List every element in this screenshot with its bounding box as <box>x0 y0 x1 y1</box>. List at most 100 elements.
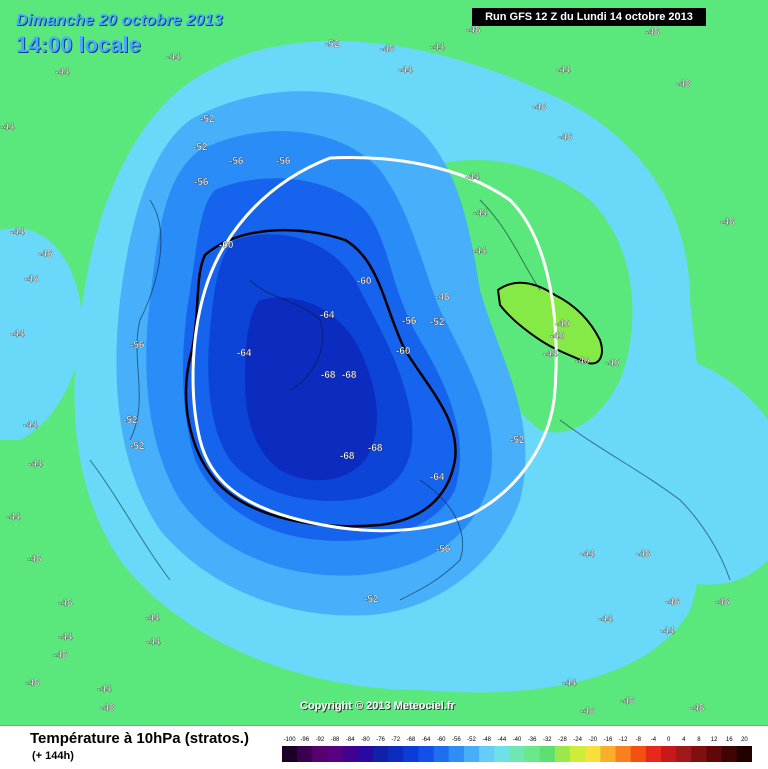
isotherm-label: -64 <box>430 472 445 483</box>
scale-label: -60 <box>437 737 446 743</box>
isotherm-label: -48 <box>580 706 595 717</box>
isotherm-label: -40 <box>605 358 620 369</box>
band-48-east <box>609 354 768 585</box>
scale-swatch <box>539 746 556 762</box>
isotherm-label: -56 <box>276 156 291 167</box>
isotherm-label: -48 <box>27 554 42 565</box>
isotherm-label: -44 <box>10 227 25 238</box>
isotherm-label: -56 <box>229 156 244 167</box>
scale-swatch <box>357 746 374 762</box>
map-title: Température à 10hPa (stratos.) <box>30 730 249 747</box>
isotherm-label: -48 <box>636 549 651 560</box>
isotherm-label: -48 <box>532 102 547 113</box>
forecast-time: 14:00 locale <box>16 32 141 57</box>
isotherm-label: -48 <box>435 292 450 303</box>
scale-label: -88 <box>331 737 340 743</box>
isotherm-label: -48 <box>558 132 573 143</box>
scale-swatch <box>372 746 389 762</box>
scale-swatch <box>676 746 692 762</box>
scale-swatch <box>736 746 752 762</box>
isotherm-label: -40 <box>550 331 565 342</box>
isotherm-label: -44 <box>10 329 25 340</box>
isotherm-label: -60 <box>219 240 234 251</box>
scale-label: -100 <box>284 737 297 743</box>
contour-60 <box>184 228 457 528</box>
color-scale-bar <box>282 746 752 762</box>
scale-swatch <box>524 746 541 762</box>
isotherm-label: -52 <box>325 39 340 50</box>
scale-label: -36 <box>528 737 537 743</box>
scale-label: 12 <box>711 737 718 743</box>
isotherm-label: -44 <box>473 208 488 219</box>
isotherm-label: -56 <box>436 544 451 555</box>
forecast-offset: (+ 144h) <box>32 750 74 762</box>
isotherm-label: -44 <box>430 42 445 53</box>
band-68 <box>245 297 378 481</box>
scale-label: -32 <box>543 737 552 743</box>
scale-swatch <box>630 746 647 762</box>
scale-swatch <box>661 746 677 762</box>
scale-swatch <box>312 746 328 762</box>
forecast-date: Dimanche 20 octobre 2013 <box>16 12 223 29</box>
scale-label: -80 <box>361 737 370 743</box>
isotherm-label: -60 <box>357 276 372 287</box>
scale-swatch <box>585 746 601 762</box>
isotherm-label: -52 <box>200 114 215 125</box>
isotherm-label: -52 <box>123 415 138 426</box>
isotherm-label: -48 <box>380 44 395 55</box>
isotherm-label: -44 <box>28 459 43 470</box>
isotherm-label: -44 <box>55 67 70 78</box>
scale-swatch <box>494 746 510 762</box>
scale-label: -4 <box>651 737 657 743</box>
isotherm-label: -44 <box>580 549 595 560</box>
isotherm-label: -52 <box>130 441 145 452</box>
isotherm-label: -44 <box>660 626 675 637</box>
scale-swatch <box>554 746 571 762</box>
coastlines <box>89 199 731 601</box>
isotherm-label: -44 <box>0 122 15 133</box>
scale-swatch <box>600 746 617 762</box>
isotherm-label: -44 <box>166 52 181 63</box>
temperature-map: -52-48-44-48-44 -44-48-48-52-52-56 -56-56-… <box>0 0 768 725</box>
isotherm-label: -48 <box>690 703 705 714</box>
isotherm-label: -52 <box>193 142 208 153</box>
scale-label: -96 <box>300 737 309 743</box>
scale-swatch <box>570 746 586 762</box>
scale-swatch <box>645 746 662 762</box>
scale-label: -52 <box>467 737 476 743</box>
isotherm-label: -48 <box>676 79 691 90</box>
scale-swatch <box>282 746 298 762</box>
isotherm-label: -48 <box>100 703 115 714</box>
isotherm-label: -40 <box>555 319 570 330</box>
scale-swatch <box>509 746 526 762</box>
isotherm-label: -44 <box>398 65 413 76</box>
isotherm-label: -64 <box>320 310 335 321</box>
scale-label: -56 <box>452 737 461 743</box>
scale-label: -76 <box>376 737 385 743</box>
isotherm-label: -44 <box>97 684 112 695</box>
scale-swatch <box>433 746 450 762</box>
scale-label: -68 <box>407 737 416 743</box>
warm-patch <box>496 281 603 365</box>
isotherm-label: -48 <box>715 597 730 608</box>
isotherm-label: -48 <box>665 597 680 608</box>
scale-label: -40 <box>513 737 522 743</box>
isotherm-label: -44 <box>562 678 577 689</box>
isotherm-label: -44 <box>58 632 73 643</box>
isotherm-label: -44 <box>146 637 161 648</box>
scale-label: -12 <box>619 737 628 743</box>
scale-label: -72 <box>391 737 400 743</box>
scale-swatch <box>403 746 419 762</box>
scale-swatch <box>342 746 359 762</box>
scale-label: 16 <box>726 737 733 743</box>
isotherm-label: -56 <box>194 177 209 188</box>
scale-label: -16 <box>604 737 613 743</box>
band-48-west <box>0 228 82 440</box>
scale-label: -44 <box>498 737 507 743</box>
isotherm-label: -48 <box>25 678 40 689</box>
scale-swatch <box>388 746 404 762</box>
scale-label: 4 <box>682 737 686 743</box>
isotherm-label: -52 <box>364 594 379 605</box>
scale-label: 20 <box>741 737 748 743</box>
isotherm-label: -44 <box>543 349 558 360</box>
